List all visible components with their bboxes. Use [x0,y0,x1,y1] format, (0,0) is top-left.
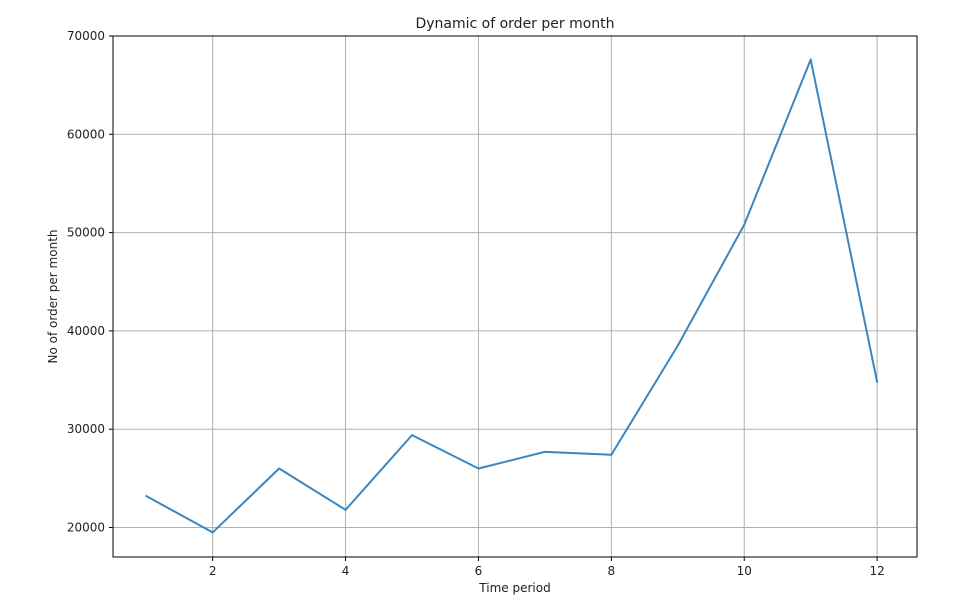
grid-layer [113,35,917,557]
x-tick-label: 4 [342,564,350,578]
data-point [477,467,480,470]
y-tick-label: 60000 [67,127,105,141]
y-tick-label: 50000 [67,226,105,240]
data-point [743,223,746,226]
x-tick-label: 10 [737,564,752,578]
y-axis-label: No of order per month [46,229,60,363]
x-tick-label: 8 [608,564,616,578]
data-point [543,450,546,453]
x-tick-label: 12 [869,564,884,578]
series-line-0 [145,58,879,534]
data-point [809,58,812,61]
data-point [211,531,214,534]
x-tick-label: 2 [209,564,217,578]
y-tick-label: 30000 [67,422,105,436]
x-tick-label: 6 [475,564,483,578]
series-layer [145,58,879,534]
data-point [411,434,414,437]
x-axis-label: Time period [478,581,550,595]
data-point [344,508,347,511]
y-tick-label: 40000 [67,324,105,338]
data-point [610,453,613,456]
chart-title: Dynamic of order per month [415,16,614,32]
x-axis-ticks: 2 4 6 8 10 12 [209,557,885,578]
data-point [145,495,148,498]
y-tick-label: 20000 [67,521,105,535]
y-axis-ticks: 20000 30000 40000 50000 60000 70000 [67,29,113,535]
y-tick-label: 70000 [67,29,105,43]
data-point [278,467,281,470]
data-point [876,381,879,384]
plot-area-frame [112,35,918,558]
data-point [676,344,679,347]
